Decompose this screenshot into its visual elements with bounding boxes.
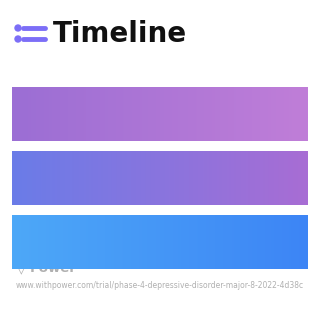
Text: Treatment ~: Treatment ~: [34, 142, 126, 157]
Circle shape: [15, 36, 21, 42]
Circle shape: [15, 25, 21, 31]
Text: 3 weeks: 3 weeks: [226, 77, 286, 93]
Text: www.withpower.com/trial/phase-4-depressive-disorder-major-8-2022-4d38c: www.withpower.com/trial/phase-4-depressi…: [16, 282, 304, 290]
Text: Follow ups ~: Follow ups ~: [34, 205, 128, 220]
Text: Varies: Varies: [241, 142, 286, 157]
Text: Timeline: Timeline: [53, 20, 187, 47]
Text: Screening ~: Screening ~: [34, 77, 124, 93]
Text: 8-10 weeks: 8-10 weeks: [202, 205, 286, 220]
Text: Power: Power: [30, 262, 77, 274]
Text: ▽: ▽: [16, 261, 27, 275]
